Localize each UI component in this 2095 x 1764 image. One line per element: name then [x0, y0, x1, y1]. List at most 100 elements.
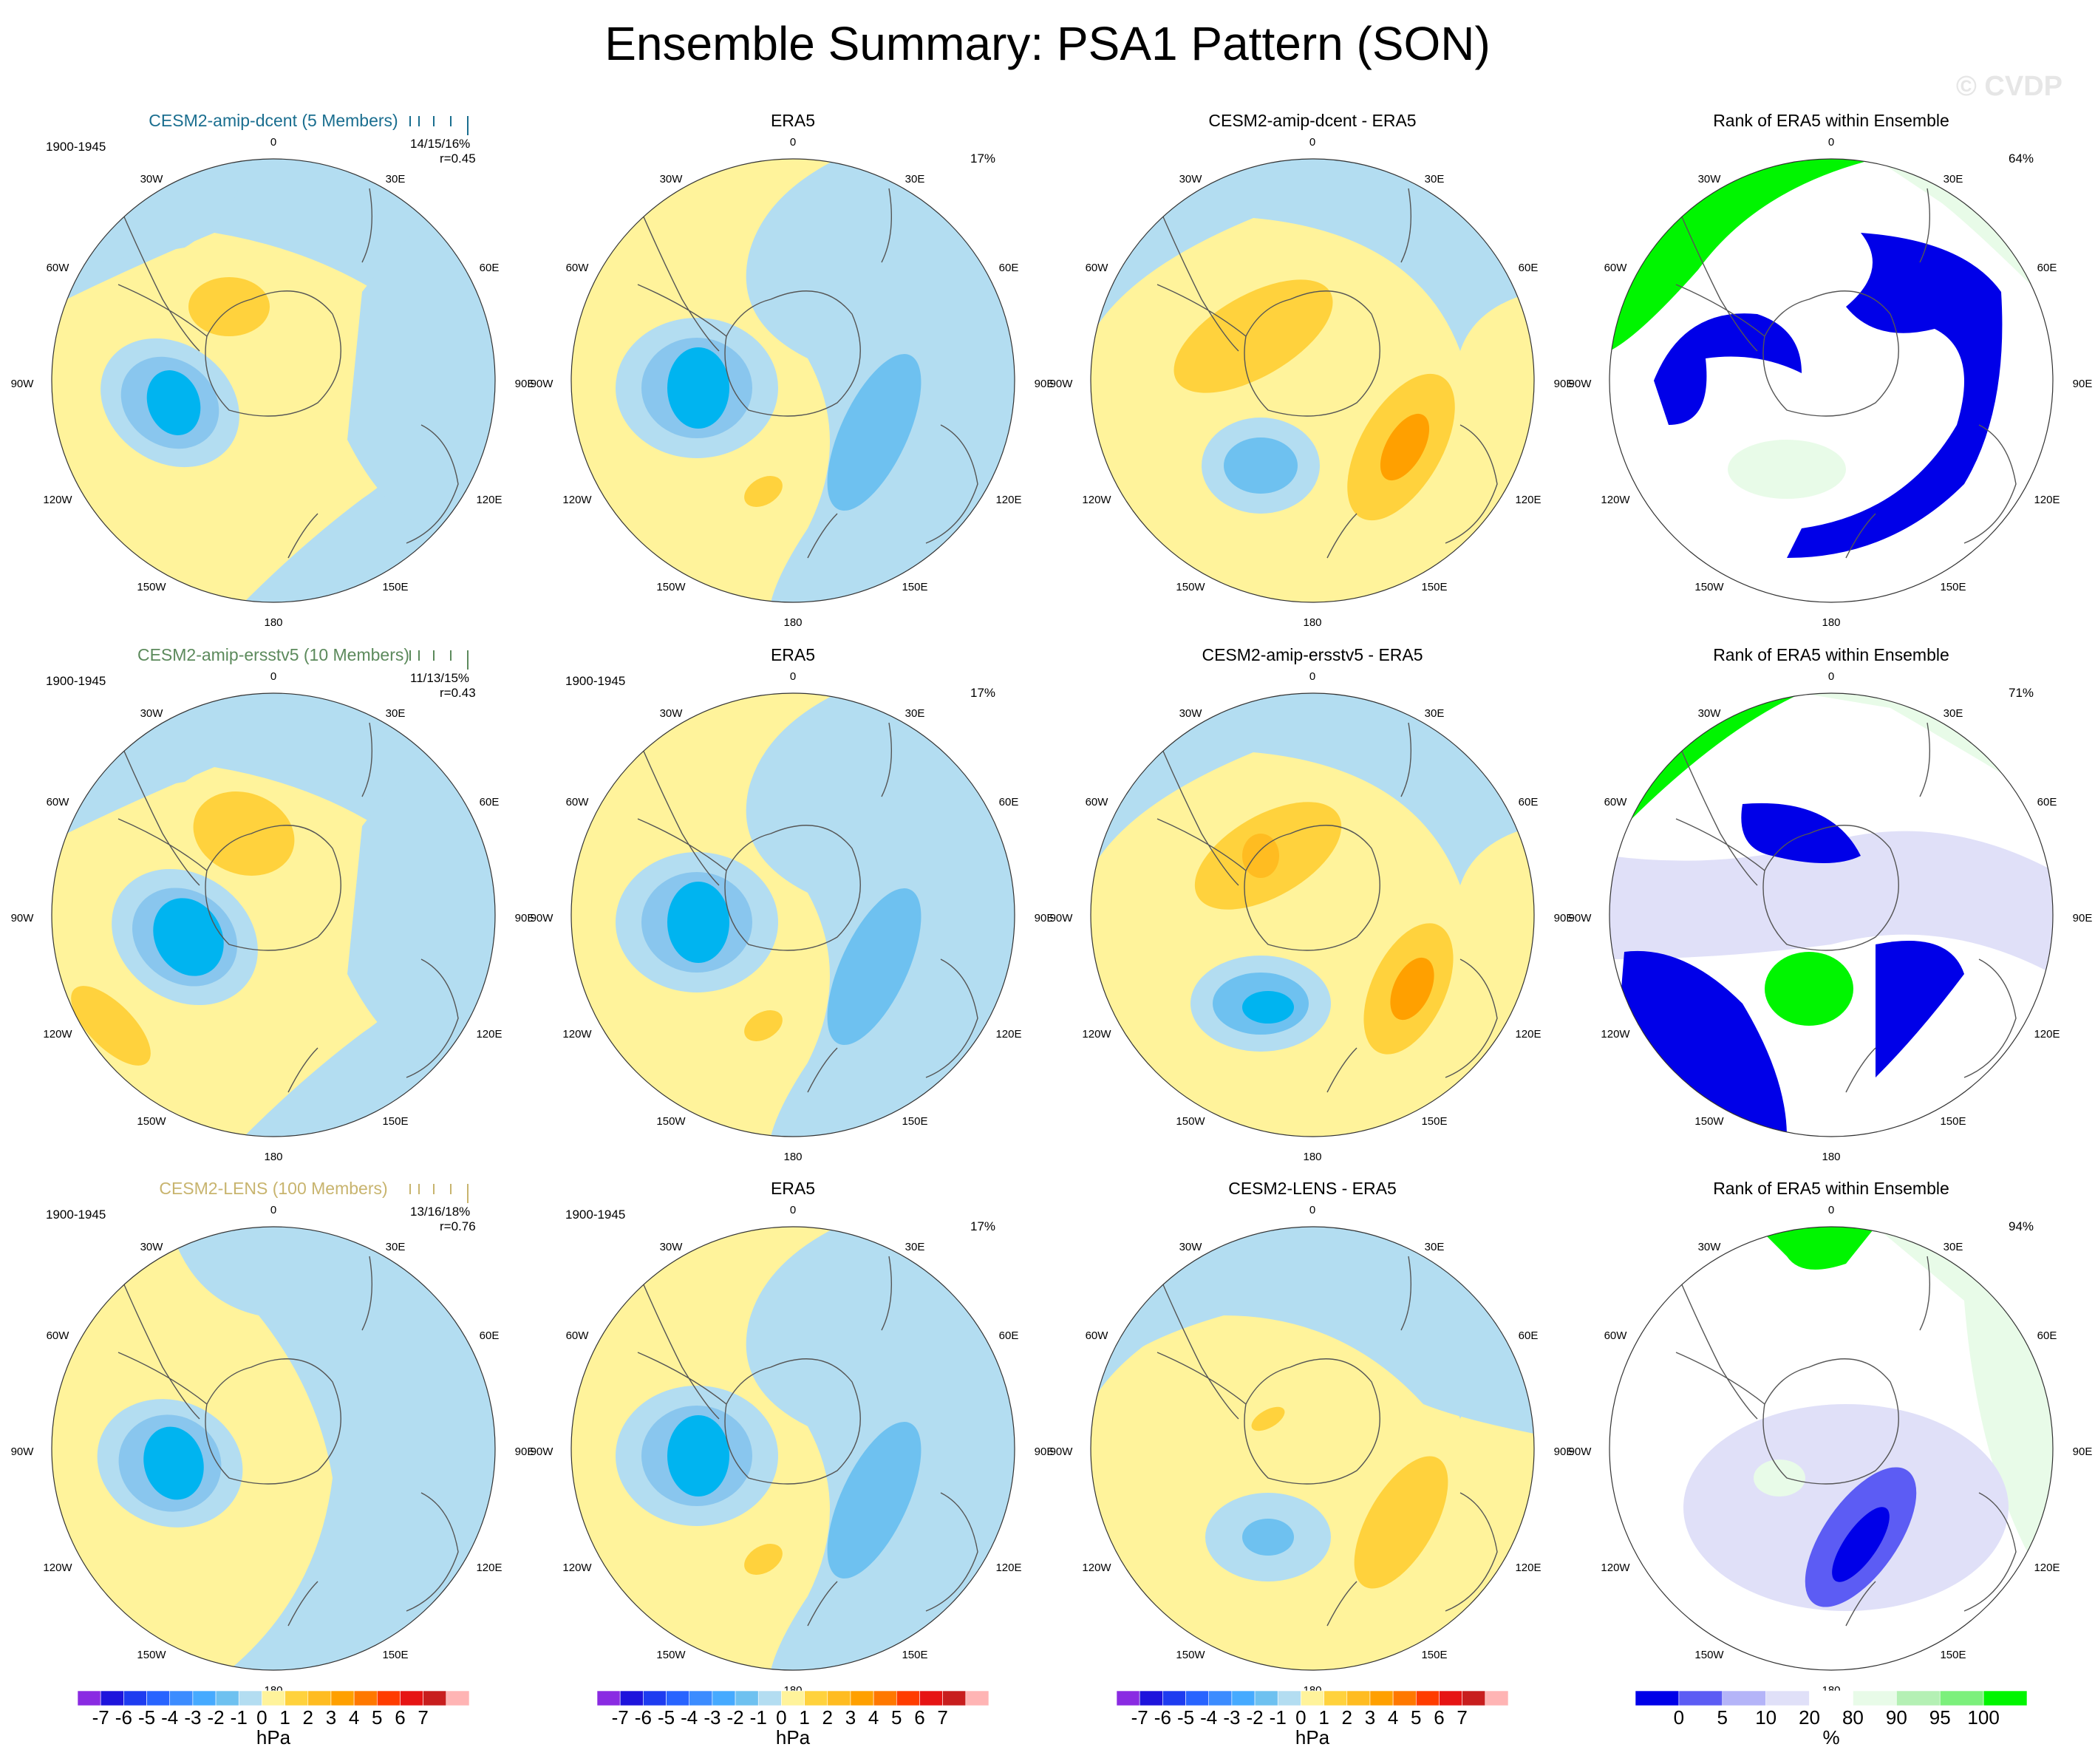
low-anomaly-core [153, 898, 224, 976]
africa-coastline [1919, 188, 1931, 263]
colorbar-swatch [215, 1690, 239, 1706]
australia-coastline [406, 958, 459, 1078]
lon-label-l60: 60W [1604, 1329, 1628, 1342]
colorbar-tick-label: 6 [914, 1706, 924, 1729]
africa-coastline [1400, 1256, 1412, 1331]
map-border [1609, 1226, 2054, 1671]
colorbar-swatch [619, 1690, 644, 1706]
antarctic-peninsula [117, 1352, 208, 1405]
africa-coastline [361, 722, 373, 797]
south-america-coastline [1675, 737, 1758, 886]
lon-label-bottom: 180 [1822, 1151, 1840, 1163]
lon-label-l30: 30W [1179, 1241, 1203, 1253]
lon-label-l150: 150W [656, 1115, 686, 1128]
negative-region [347, 174, 495, 534]
lon-label-r30: 30E [905, 707, 925, 720]
colorbar-tick-label: 5 [1411, 1706, 1421, 1729]
lon-label-l60: 60W [1086, 262, 1109, 274]
colorbar-tick-label: 2 [822, 1706, 833, 1729]
lon-label-l120: 120W [1082, 494, 1111, 506]
lon-label-l90: 90W [531, 1445, 554, 1458]
colorbar-1: -7 -6 -5 -4 -3 -2 -1 0 1 2 3 4 5 6 7 hPa [77, 1690, 470, 1748]
colorbar-swatch [146, 1690, 171, 1706]
low-rank-region [1876, 941, 1964, 1077]
lon-label-l30: 30W [660, 707, 684, 720]
colorbar-tick-label: -3 [184, 1706, 201, 1729]
lon-label-l30: 30W [660, 173, 684, 185]
africa-coastline [1400, 722, 1412, 797]
colorbar-tick-label: 4 [1388, 1706, 1398, 1729]
colorbar-swatch [446, 1690, 470, 1706]
africa-coastline [361, 188, 373, 263]
colorbar-unit: hPa [256, 1726, 291, 1748]
colorbar-tick-label: 1 [279, 1706, 290, 1729]
lon-label-bottom: 180 [1303, 616, 1321, 629]
antarctic-peninsula [1156, 1352, 1247, 1405]
low-anomaly-3 [827, 354, 922, 511]
obs-pct-label: 17% [970, 686, 996, 700]
low-anomaly-3 [827, 1422, 922, 1579]
colorbar-swatch [1765, 1690, 1810, 1706]
low-rank-region [1741, 803, 1861, 863]
lon-label-bottom: 180 [783, 616, 802, 629]
colorbar-swatch [100, 1690, 124, 1706]
lon-label-l60: 60W [1604, 262, 1628, 274]
colorbar-tick-label: 0 [1295, 1706, 1306, 1729]
colorbar-swatch [689, 1690, 713, 1706]
period-label: 1900-1945 [46, 140, 106, 154]
period-label: 1900-1945 [46, 1208, 106, 1222]
africa-coastline [1919, 722, 1931, 797]
colorbar-tick-label: -6 [1154, 1706, 1171, 1729]
colorbar-tick-label: 3 [326, 1706, 336, 1729]
australia-coastline [406, 1492, 459, 1612]
lon-label-top: 0 [270, 670, 276, 683]
colorbar-tick-label: -7 [1131, 1706, 1148, 1729]
new-zealand-coastline [1326, 1047, 1358, 1093]
lon-label-l60: 60W [566, 1329, 590, 1342]
lon-label-r150: 150E [382, 1115, 408, 1128]
lon-label-l120: 120W [1601, 1028, 1630, 1041]
colorbar-tick-label: 20 [1799, 1706, 1820, 1729]
lon-label-bottom: 180 [264, 1151, 282, 1163]
new-zealand-coastline [1326, 513, 1358, 559]
colorbar-tick-label: 3 [845, 1706, 856, 1729]
lon-label-r120: 120E [476, 494, 502, 506]
colorbar-swatch [1208, 1690, 1233, 1706]
lon-label-r150: 150E [382, 1649, 408, 1661]
lon-label-r90: 90E [515, 1445, 535, 1458]
colorbar-tick-label: -3 [1223, 1706, 1240, 1729]
map-panel-r2-c3: 0 180 30W 30E 60W 60E 90W 90E 120W 120E 150W 150E [1050, 670, 1574, 1163]
new-zealand-coastline [287, 1047, 318, 1093]
lon-label-r150: 150E [902, 1115, 927, 1128]
colorbar-swatch [781, 1690, 805, 1706]
lon-label-l150: 150W [1694, 1649, 1724, 1661]
colorbar-swatch [330, 1690, 355, 1706]
map-panel-r2-c2: 0 180 30W 30E 60W 60E 90W 90E 120W 120E 150W 150E [531, 670, 1055, 1163]
map-border [51, 692, 496, 1137]
new-zealand-coastline [807, 513, 838, 559]
lon-label-l120: 120W [43, 494, 72, 506]
lon-label-l90: 90W [11, 378, 35, 390]
lon-label-r150: 150E [1421, 1649, 1447, 1661]
lon-label-l60: 60W [566, 262, 590, 274]
lon-label-l150: 150W [1694, 581, 1724, 593]
high-anomaly [1354, 1456, 1448, 1589]
low-anomaly-2 [1242, 1519, 1294, 1556]
lon-label-r30: 30E [386, 707, 406, 720]
colorbar-tick-label: -4 [1200, 1706, 1217, 1729]
colorbar-swatch [1896, 1690, 1941, 1706]
colorbar-swatch [712, 1690, 736, 1706]
colorbar-swatch [965, 1690, 989, 1706]
colorbar-swatch [169, 1690, 194, 1706]
low-anomaly-3 [827, 888, 922, 1045]
lon-label-l120: 120W [1601, 494, 1630, 506]
lon-label-l150: 150W [1176, 1649, 1205, 1661]
obs-period-label: 1900-1945 [565, 674, 626, 688]
high-anomaly-core-2 [1390, 957, 1434, 1021]
colorbar-tick-label: 0 [776, 1706, 786, 1729]
australia-coastline [925, 1492, 978, 1612]
lon-label-l150: 150W [1176, 1115, 1205, 1128]
antarctic-peninsula [637, 1352, 727, 1405]
